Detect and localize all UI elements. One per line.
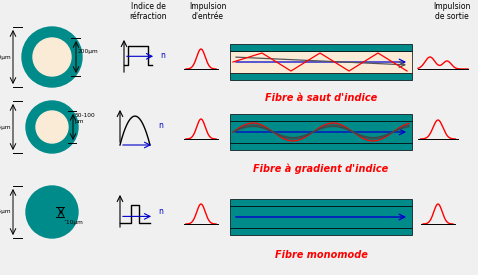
Text: n: n: [158, 207, 163, 216]
Text: Fibre à gradient d'indice: Fibre à gradient d'indice: [253, 163, 389, 174]
Circle shape: [26, 186, 78, 238]
Text: 200μm: 200μm: [78, 49, 99, 54]
Bar: [230, 73, 412, 80]
Text: Fibre à saut d'indice: Fibre à saut d'indice: [265, 93, 377, 103]
Bar: [230, 44, 412, 51]
Text: ˇ10μm: ˇ10μm: [63, 220, 83, 225]
Bar: [230, 121, 412, 143]
Text: Fibre monomode: Fibre monomode: [274, 250, 368, 260]
Bar: [230, 206, 412, 228]
Bar: [230, 143, 412, 150]
Circle shape: [36, 111, 68, 143]
Circle shape: [26, 101, 78, 153]
Text: Impulsion
de sortie: Impulsion de sortie: [434, 2, 471, 21]
Bar: [230, 199, 412, 206]
Circle shape: [47, 207, 57, 217]
Text: 50-100
μm: 50-100 μm: [75, 113, 96, 124]
Circle shape: [33, 38, 71, 76]
Bar: [230, 51, 412, 73]
Text: Indice de
réfraction: Indice de réfraction: [129, 2, 167, 21]
Text: n: n: [160, 51, 165, 60]
Text: 125μm: 125μm: [0, 210, 11, 215]
Bar: [230, 228, 412, 235]
Text: 125μm: 125μm: [0, 125, 11, 130]
Bar: [230, 114, 412, 121]
Text: 380μm: 380μm: [0, 54, 11, 59]
Text: Impulsion
d'entrée: Impulsion d'entrée: [189, 2, 227, 21]
Text: n: n: [158, 122, 163, 131]
Circle shape: [22, 27, 82, 87]
